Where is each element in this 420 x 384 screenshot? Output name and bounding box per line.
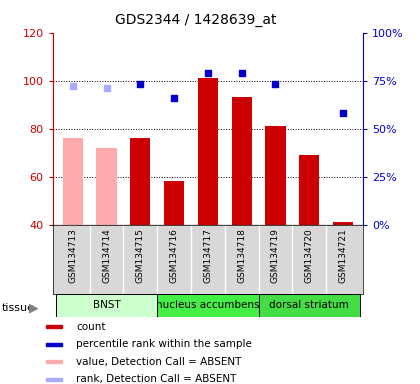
- Bar: [97, 148, 117, 225]
- Bar: [164, 182, 184, 225]
- Text: percentile rank within the sample: percentile rank within the sample: [76, 339, 252, 349]
- Bar: [46, 343, 62, 346]
- Bar: [231, 98, 252, 225]
- Bar: [46, 378, 62, 381]
- Point: [238, 70, 245, 76]
- Bar: [130, 138, 150, 225]
- Text: GSM134717: GSM134717: [203, 228, 213, 283]
- Text: BNST: BNST: [93, 300, 121, 310]
- FancyBboxPatch shape: [56, 294, 157, 317]
- Text: GSM134721: GSM134721: [339, 228, 347, 283]
- Text: GSM134714: GSM134714: [102, 228, 111, 283]
- Bar: [63, 138, 83, 225]
- Bar: [46, 360, 62, 363]
- Point: [205, 70, 211, 76]
- Bar: [198, 78, 218, 225]
- Bar: [333, 222, 353, 225]
- Point: [272, 81, 279, 88]
- Text: ▶: ▶: [29, 301, 38, 314]
- Point: [69, 83, 76, 89]
- Point: [103, 85, 110, 91]
- Text: GSM134713: GSM134713: [68, 228, 77, 283]
- Bar: [265, 126, 286, 225]
- Text: tissue: tissue: [2, 303, 35, 313]
- Point: [137, 81, 144, 88]
- Text: GSM134716: GSM134716: [170, 228, 178, 283]
- Text: GSM134718: GSM134718: [237, 228, 246, 283]
- FancyBboxPatch shape: [259, 294, 360, 317]
- Text: nucleus accumbens: nucleus accumbens: [156, 300, 260, 310]
- Text: GSM134719: GSM134719: [271, 228, 280, 283]
- Text: GSM134715: GSM134715: [136, 228, 145, 283]
- Bar: [299, 155, 319, 225]
- Text: value, Detection Call = ABSENT: value, Detection Call = ABSENT: [76, 357, 242, 367]
- FancyBboxPatch shape: [157, 294, 259, 317]
- Bar: [46, 325, 62, 328]
- Text: rank, Detection Call = ABSENT: rank, Detection Call = ABSENT: [76, 374, 236, 384]
- Point: [340, 110, 346, 116]
- Text: count: count: [76, 321, 105, 331]
- Text: GSM134720: GSM134720: [305, 228, 314, 283]
- Text: dorsal striatum: dorsal striatum: [269, 300, 349, 310]
- Point: [171, 95, 178, 101]
- Text: GDS2344 / 1428639_at: GDS2344 / 1428639_at: [115, 13, 276, 27]
